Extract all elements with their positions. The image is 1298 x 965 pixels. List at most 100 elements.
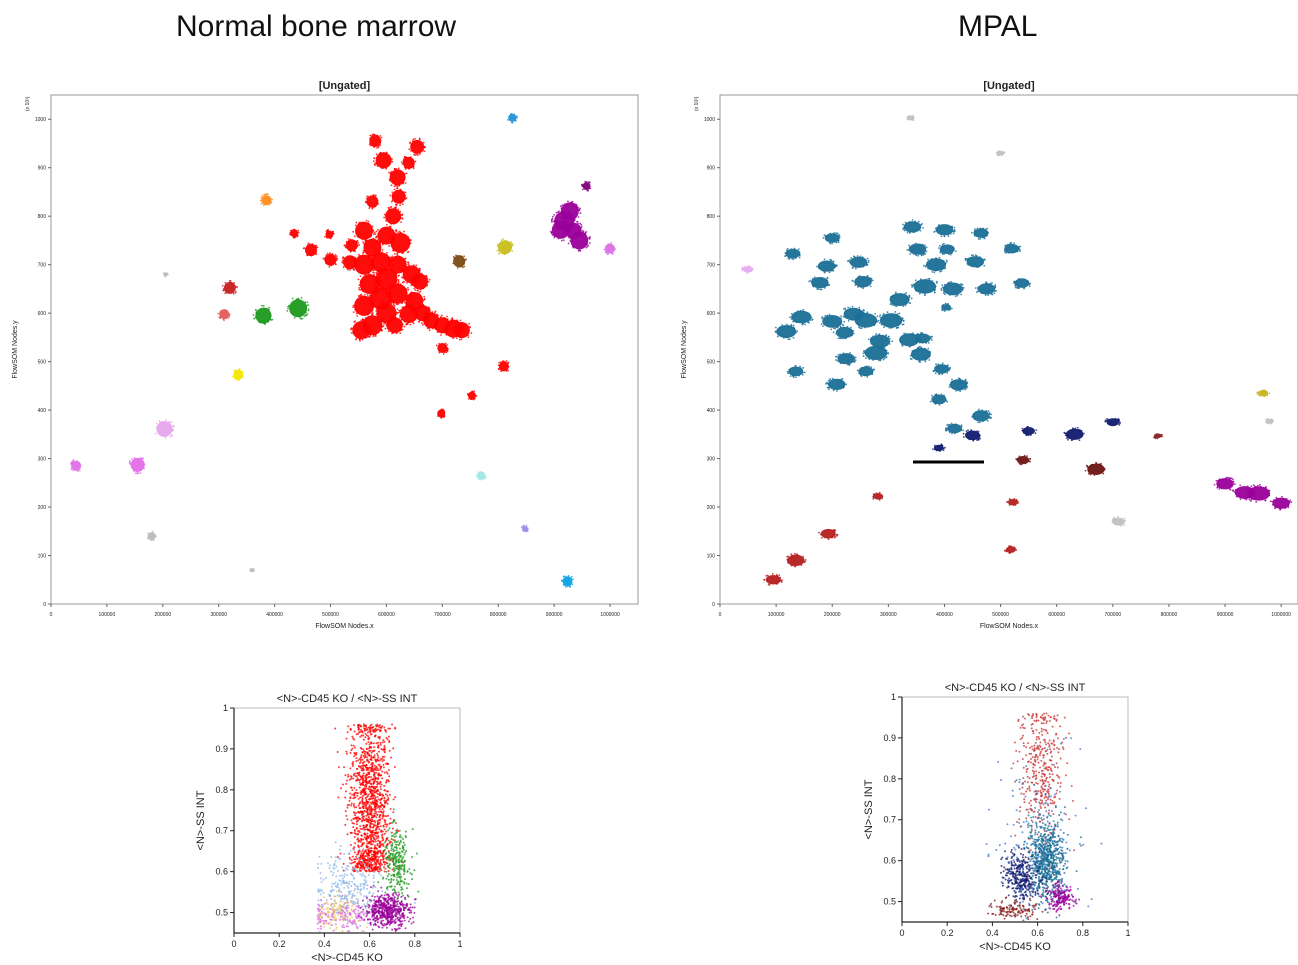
som-node: [922, 256, 948, 274]
event-dot: [366, 867, 369, 870]
node-speckle: [950, 422, 953, 425]
node-core: [910, 347, 931, 361]
event-dot: [366, 835, 369, 838]
event-dot: [376, 795, 379, 798]
node-speckle: [355, 337, 358, 340]
event-dot: [364, 736, 367, 739]
event-dot: [377, 810, 380, 813]
node-speckle: [567, 200, 569, 203]
node-speckle: [966, 259, 969, 262]
node-speckle: [328, 266, 331, 268]
event-dot: [375, 789, 378, 792]
node-speckle: [235, 285, 238, 288]
event-dot: [363, 809, 366, 812]
event-dot: [361, 774, 364, 777]
node-speckle: [1259, 485, 1262, 488]
node-speckle: [862, 355, 865, 357]
node-speckle: [510, 113, 513, 115]
event-dot: [344, 790, 347, 793]
event-dot: [380, 765, 383, 768]
node-speckle: [336, 258, 338, 261]
som-node: [1153, 433, 1164, 440]
node-speckle: [399, 189, 402, 192]
node-speckle: [361, 238, 364, 241]
event-dot: [357, 844, 360, 847]
node-speckle: [940, 288, 943, 290]
y-tick-label: 100: [707, 554, 716, 560]
event-dot: [373, 746, 376, 749]
node-speckle: [1216, 486, 1219, 488]
event-dot: [379, 874, 382, 877]
node-speckle: [377, 315, 380, 318]
event-dot: [366, 774, 369, 777]
event-dot: [352, 777, 355, 780]
node-speckle: [1156, 437, 1159, 440]
node-speckle: [390, 245, 393, 247]
node-speckle: [1013, 280, 1015, 283]
node-speckle: [904, 221, 907, 224]
node-speckle: [389, 257, 392, 259]
event-dot: [370, 763, 373, 766]
node-speckle: [393, 253, 396, 255]
node-speckle: [799, 309, 802, 312]
node-speckle: [787, 561, 789, 564]
node-speckle: [291, 297, 294, 300]
event-dot: [366, 807, 369, 810]
node-speckle: [1006, 243, 1009, 246]
node-speckle: [580, 223, 583, 226]
node-speckle: [155, 422, 158, 425]
x-tick-label: 300000: [880, 612, 897, 618]
node-speckle: [914, 334, 916, 337]
node-speckle: [868, 277, 870, 280]
node-speckle: [566, 585, 569, 588]
node-speckle: [927, 277, 930, 280]
node-speckle: [908, 302, 911, 304]
som-node: [302, 242, 319, 257]
event-dot: [359, 760, 362, 763]
som-node: [409, 272, 431, 292]
node-speckle: [1103, 467, 1106, 470]
node-speckle: [810, 281, 813, 284]
node-speckle: [403, 320, 406, 323]
node-speckle: [924, 293, 926, 296]
node-speckle: [949, 253, 952, 256]
event-dot: [353, 882, 356, 885]
node-speckle: [377, 232, 380, 235]
node-speckle: [381, 243, 384, 246]
node-speckle: [742, 266, 744, 269]
node-speckle: [555, 220, 558, 223]
node-speckle: [463, 255, 466, 258]
node-speckle: [858, 372, 860, 375]
node-speckle: [358, 243, 361, 246]
event-dot: [365, 811, 368, 814]
node-speckle: [560, 213, 563, 215]
node-speckle: [1025, 433, 1028, 436]
event-dot: [339, 852, 342, 855]
node-speckle: [856, 369, 859, 372]
node-speckle: [329, 237, 332, 240]
event-dot: [378, 736, 381, 739]
node-speckle: [873, 493, 875, 496]
node-speckle: [765, 574, 768, 577]
node-core: [822, 314, 843, 328]
event-dot: [343, 875, 346, 878]
node-speckle: [398, 251, 400, 253]
event-dot: [396, 864, 399, 867]
node-speckle: [553, 220, 556, 222]
event-dot: [395, 846, 398, 849]
node-speckle: [976, 430, 978, 433]
event-dot: [374, 821, 377, 824]
node-speckle: [1245, 498, 1248, 501]
event-dot: [366, 884, 369, 887]
event-dot: [334, 727, 337, 730]
event-dot: [376, 820, 379, 823]
node-speckle: [404, 302, 407, 305]
node-speckle: [393, 168, 396, 170]
node-speckle: [1005, 251, 1008, 254]
node-speckle: [356, 240, 359, 242]
x-tick-label: 700000: [434, 612, 451, 618]
node-speckle: [373, 334, 375, 337]
node-speckle: [858, 285, 861, 288]
node-speckle: [507, 369, 510, 372]
event-dot: [369, 847, 372, 850]
